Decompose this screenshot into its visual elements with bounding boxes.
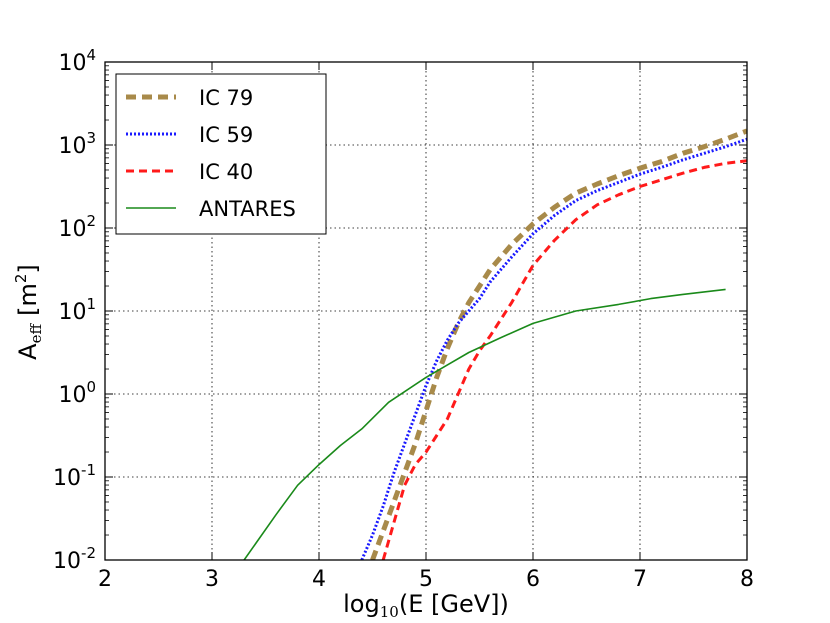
x-axis-label: log10(E [GeV]) bbox=[343, 590, 509, 621]
legend-items: IC 79 IC 59 IC 40 ANTARES bbox=[126, 86, 296, 221]
x-tick-label: 8 bbox=[740, 567, 754, 592]
y-tick-base: 10 bbox=[58, 134, 86, 159]
y-tick-exponent: 0 bbox=[86, 378, 96, 396]
y-tick-base: 10 bbox=[58, 51, 86, 76]
legend-label: IC 40 bbox=[199, 160, 253, 184]
y-tick-label: 10-2 bbox=[53, 544, 96, 574]
y-label-base: A bbox=[14, 343, 42, 360]
y-tick-label: 10-1 bbox=[53, 461, 96, 491]
y-tick-base: 10 bbox=[58, 300, 86, 325]
y-tick-label: 104 bbox=[58, 46, 96, 76]
x-label-sub: 10 bbox=[380, 603, 399, 621]
x-label-base: log bbox=[343, 590, 380, 618]
y-tick-base: 10 bbox=[53, 466, 81, 491]
x-tick-label: 5 bbox=[419, 567, 433, 592]
y-label-sub: eff bbox=[27, 323, 45, 344]
y-tick-label: 103 bbox=[58, 129, 96, 159]
y-tick-base: 10 bbox=[53, 549, 81, 574]
legend-label: IC 79 bbox=[199, 86, 253, 110]
legend-label: IC 59 bbox=[199, 123, 253, 147]
y-tick-label: 101 bbox=[58, 295, 96, 325]
plot-lines bbox=[243, 128, 747, 560]
x-tick-label: 3 bbox=[205, 567, 219, 592]
y-tick-exponent: 4 bbox=[86, 46, 96, 64]
y-tick-exponent: -1 bbox=[81, 461, 96, 479]
legend: IC 79 IC 59 IC 40 ANTARES bbox=[115, 73, 327, 235]
series-line-antares bbox=[243, 288, 726, 560]
y-tick-label: 100 bbox=[58, 378, 96, 408]
series-line-ic-79 bbox=[370, 128, 747, 560]
ticks bbox=[104, 61, 748, 561]
x-label-rest: (E [GeV]) bbox=[399, 590, 509, 618]
x-tick-labels: 2 3 4 5 6 7 8 bbox=[98, 567, 754, 592]
y-tick-exponent: 3 bbox=[86, 129, 96, 147]
x-tick-label: 2 bbox=[98, 567, 112, 592]
y-label-rest: [m bbox=[14, 283, 42, 316]
x-tick-label: 4 bbox=[312, 567, 326, 592]
y-tick-exponent: 1 bbox=[86, 295, 96, 313]
x-tick-label: 7 bbox=[633, 567, 647, 592]
y-tick-label: 102 bbox=[58, 212, 96, 242]
grid bbox=[105, 62, 747, 560]
legend-label: ANTARES bbox=[199, 197, 296, 221]
y-label-close: ] bbox=[14, 264, 42, 273]
x-tick-label: 6 bbox=[526, 567, 540, 592]
y-tick-exponent: 2 bbox=[86, 212, 96, 230]
y-tick-base: 10 bbox=[58, 383, 86, 408]
y-label-sup: 2 bbox=[12, 274, 30, 284]
y-tick-base: 10 bbox=[58, 217, 86, 242]
series-line-ic-40 bbox=[381, 159, 747, 560]
y-axis-label: Aeff [m2] bbox=[12, 264, 45, 360]
series-line-ic-59 bbox=[360, 137, 747, 560]
y-tick-exponent: -2 bbox=[81, 544, 96, 562]
